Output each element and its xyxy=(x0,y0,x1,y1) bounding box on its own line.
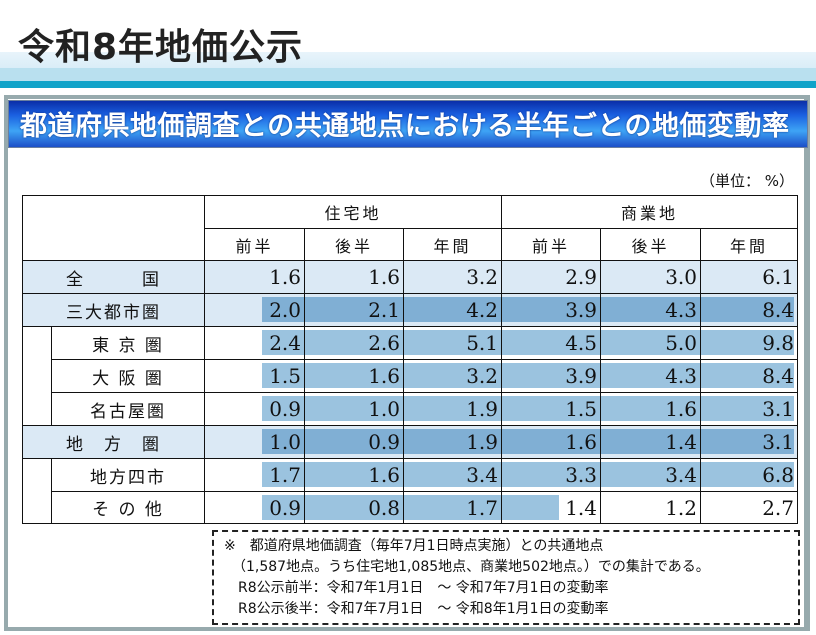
cell-com-first-half: 2.9 xyxy=(501,260,601,294)
cell-res-second-half: 1.6 xyxy=(304,260,404,294)
cell-res-annual: 5.1 xyxy=(403,326,502,360)
row-label-regional: 地 方 圏 xyxy=(22,425,205,459)
cell-res-first-half: 0.9 xyxy=(204,491,305,524)
highlight-bar-others xyxy=(262,495,559,520)
row-label-metro: 三大都市圏 xyxy=(22,293,205,327)
unit-label: （単位： %） xyxy=(700,172,795,190)
footnote-line-1: ※ 都道府県地価調査（毎年7月1日時点実施）との共通地点 xyxy=(224,538,604,554)
cell-com-first-half: 3.9 xyxy=(501,293,601,327)
cell-res-first-half: 1.6 xyxy=(204,260,305,294)
footnote-line-4: R8公示後半：令和7年7月1日 ～ 令和8年1月1日の変動率 xyxy=(238,601,609,617)
cell-res-second-half: 2.1 xyxy=(304,293,404,327)
header-corner xyxy=(22,195,205,261)
header-res-first-half: 前半 xyxy=(204,228,305,261)
highlight-bar-nagoya xyxy=(262,396,794,421)
footnote-line-2: （1,587地点。うち住宅地1,085地点、商業地502地点。）での集計である。 xyxy=(232,559,710,575)
header-com-first-half: 前半 xyxy=(501,228,601,261)
cell-com-annual: 6.8 xyxy=(700,458,798,492)
cell-res-first-half: 2.0 xyxy=(204,293,305,327)
section-header xyxy=(8,100,808,148)
cell-com-first-half: 4.5 xyxy=(501,326,601,360)
page-title: 令和8年地価公示 xyxy=(18,27,304,68)
footnote-box: ※ 都道府県地価調査（毎年7月1日時点実施）との共通地点 （1,587地点。うち… xyxy=(212,530,800,625)
header-group-residential: 住宅地 xyxy=(204,195,502,229)
cell-com-annual: 9.8 xyxy=(700,326,798,360)
row-label-others: そ の 他 xyxy=(51,491,205,524)
cell-res-first-half: 1.7 xyxy=(204,458,305,492)
cell-res-first-half: 1.0 xyxy=(204,425,305,459)
highlight-bar-tokyo xyxy=(262,330,794,355)
cell-com-first-half: 3.3 xyxy=(501,458,601,492)
cell-com-first-half: 1.6 xyxy=(501,425,601,459)
row-label-four-cities: 地方四市 xyxy=(51,458,205,492)
highlight-bar-metro xyxy=(262,297,794,322)
cell-com-second-half: 1.6 xyxy=(600,392,701,426)
cell-res-second-half: 1.6 xyxy=(304,458,404,492)
cell-res-second-half: 2.6 xyxy=(304,326,404,360)
title-rule xyxy=(0,81,816,88)
cell-com-first-half: 1.4 xyxy=(501,491,601,524)
cell-com-second-half: 4.3 xyxy=(600,293,701,327)
cell-com-second-half: 4.3 xyxy=(600,359,701,393)
cell-com-annual: 6.1 xyxy=(700,260,798,294)
indent-cell-metro xyxy=(22,326,52,426)
cell-res-annual: 3.2 xyxy=(403,260,502,294)
section-title: 都道府県地価調査との共通地点における半年ごとの地価変動率 xyxy=(20,111,790,142)
cell-com-second-half: 5.0 xyxy=(600,326,701,360)
header-com-annual: 年間 xyxy=(700,228,798,261)
cell-com-second-half: 3.4 xyxy=(600,458,701,492)
cell-com-annual: 2.7 xyxy=(700,491,798,524)
cell-res-second-half: 1.6 xyxy=(304,359,404,393)
cell-res-annual: 3.2 xyxy=(403,359,502,393)
cell-res-first-half: 1.5 xyxy=(204,359,305,393)
cell-res-annual: 3.4 xyxy=(403,458,502,492)
indent-cell-regional xyxy=(22,458,52,524)
cell-res-second-half: 0.9 xyxy=(304,425,404,459)
title-band-lower xyxy=(0,68,816,82)
cell-res-annual: 1.7 xyxy=(403,491,502,524)
cell-res-first-half: 0.9 xyxy=(204,392,305,426)
highlight-bar-four-cities xyxy=(262,462,794,487)
row-label-national: 全 国 xyxy=(22,260,205,294)
cell-com-second-half: 1.2 xyxy=(600,491,701,524)
header-com-second-half: 後半 xyxy=(600,228,701,261)
cell-com-annual: 8.4 xyxy=(700,293,798,327)
header-res-second-half: 後半 xyxy=(304,228,404,261)
header-group-commercial: 商業地 xyxy=(501,195,798,229)
footnote-line-3: R8公示前半：令和7年1月1日 ～ 令和7年7月1日の変動率 xyxy=(238,580,609,596)
cell-res-second-half: 0.8 xyxy=(304,491,404,524)
header-res-annual: 年間 xyxy=(403,228,502,261)
cell-com-annual: 3.1 xyxy=(700,392,798,426)
cell-com-annual: 8.4 xyxy=(700,359,798,393)
row-label-tokyo: 東 京 圏 xyxy=(51,326,205,360)
highlight-bar-regional xyxy=(262,429,794,454)
highlight-bar-osaka xyxy=(262,363,794,388)
cell-com-second-half: 1.4 xyxy=(600,425,701,459)
row-label-nagoya: 名古屋圏 xyxy=(51,392,205,426)
cell-com-first-half: 1.5 xyxy=(501,392,601,426)
cell-com-second-half: 3.0 xyxy=(600,260,701,294)
cell-com-annual: 3.1 xyxy=(700,425,798,459)
cell-res-first-half: 2.4 xyxy=(204,326,305,360)
cell-res-second-half: 1.0 xyxy=(304,392,404,426)
cell-res-annual: 4.2 xyxy=(403,293,502,327)
row-label-osaka: 大 阪 圏 xyxy=(51,359,205,393)
cell-res-annual: 1.9 xyxy=(403,392,502,426)
cell-res-annual: 1.9 xyxy=(403,425,502,459)
cell-com-first-half: 3.9 xyxy=(501,359,601,393)
